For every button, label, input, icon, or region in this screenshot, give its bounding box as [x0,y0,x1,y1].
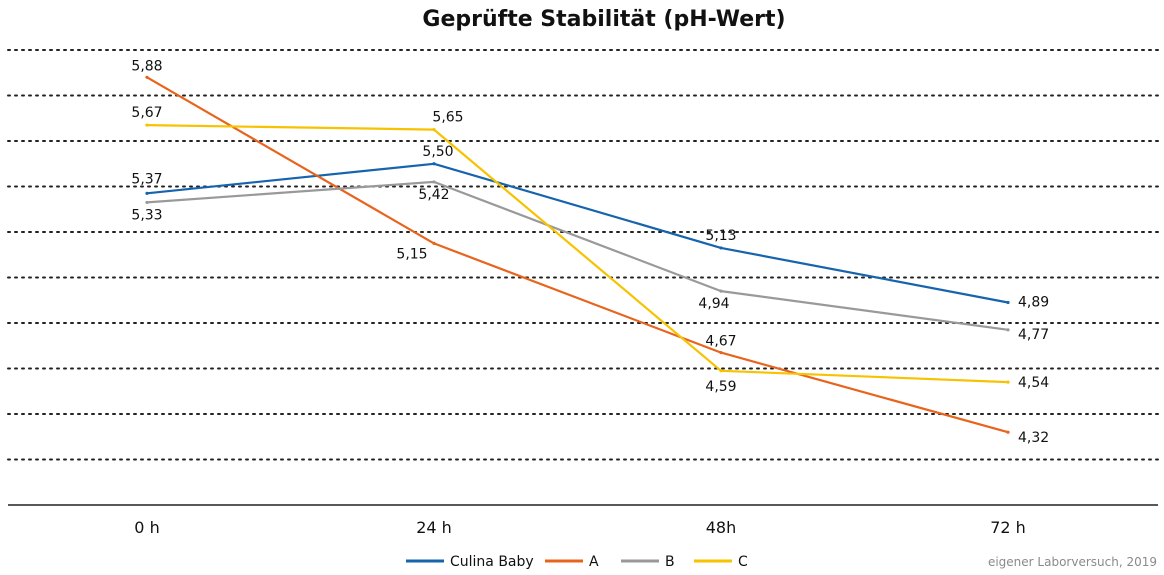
data-point [145,200,149,205]
data-label: 4,77 [1018,327,1049,343]
data-point [1006,328,1010,332]
data-point [1006,300,1010,305]
data-label: 4,67 [705,334,736,350]
x-tick-label: 0 h [134,518,159,537]
data-point [145,123,149,127]
series-line-4 [146,124,1009,384]
data-point [432,128,436,132]
series-line-3 [146,180,1009,331]
data-point [1006,430,1010,434]
data-label: 5,15 [396,246,427,262]
data-label: 4,94 [698,296,729,312]
data-label: 4,59 [705,379,736,395]
legend-label: C [738,554,748,570]
data-labels: 5,37 5,50 5,13 4,89 5,88 5,15 4,67 4,32 5,33 5,42… [131,58,1049,446]
data-label: 5,33 [131,207,162,223]
legend: Culina Baby A B C [406,554,748,570]
data-label: 5,50 [422,144,453,160]
data-label: 5,88 [131,58,162,74]
data-point [719,289,723,293]
x-tick-label: 72 h [990,518,1026,537]
data-point [432,241,436,245]
series-line-2 [146,76,1009,434]
gridlines [7,49,1159,461]
data-label: 5,37 [131,171,162,187]
x-tick-label: 24 h [416,518,452,537]
legend-label: Culina Baby [450,554,534,570]
data-point [719,369,723,373]
legend-label: A [589,554,599,570]
data-label: 5,67 [131,105,162,121]
data-label: 5,13 [705,228,736,244]
legend-label: B [665,554,675,570]
data-point [145,75,149,79]
data-label: 4,54 [1018,375,1049,391]
series-lines [145,75,1010,434]
chart-title: Geprüfte Stabilität (pH-Wert) [422,7,785,32]
series-line-1 [146,162,1009,304]
data-point [719,246,723,250]
data-point [1006,380,1010,384]
x-tick-label: 48h [706,518,737,537]
data-point [432,180,436,184]
x-axis-ticks: 0 h 24 h 48h 72 h [134,518,1026,537]
data-label: 4,89 [1018,295,1049,311]
source-note: eigener Laborversuch, 2019 [988,555,1157,569]
data-label: 5,65 [432,110,463,126]
data-label: 4,32 [1018,430,1049,446]
data-point [145,191,149,195]
data-label: 5,42 [418,187,449,203]
data-point [719,350,723,355]
data-point [432,162,436,166]
